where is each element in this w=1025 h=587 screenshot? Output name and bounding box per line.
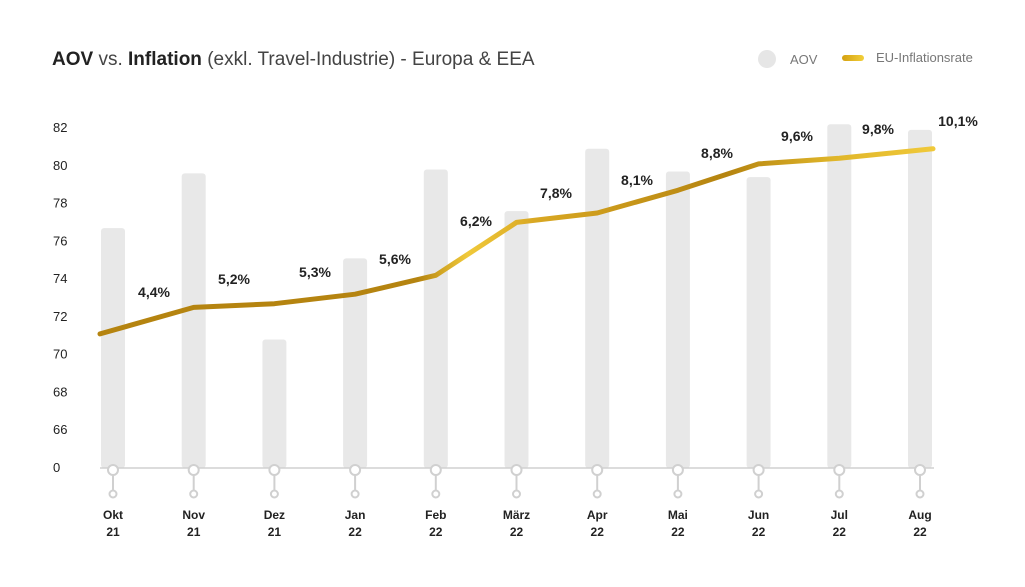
x-tick-marker [833,464,846,476]
x-tick-marker [914,464,926,476]
y-tick-label: 80 [53,158,67,173]
aov-bar [908,129,932,468]
x-tick-month: Feb [425,508,446,522]
x-tick-marker [752,464,765,476]
x-tick-marker [429,464,442,476]
x-tick-year: 22 [833,525,847,539]
inflation-data-label: 6,2% [460,213,492,229]
aov-bar [101,228,125,468]
x-tick-end [673,489,683,499]
x-tick-month: Jul [831,508,848,522]
legend-aov-swatch [758,50,776,68]
y-tick-label: 0 [53,460,60,475]
x-tick-month: Mai [668,508,688,522]
x-tick-year: 22 [510,525,524,539]
title-inflation: Inflation [128,49,202,70]
aov-bar [665,171,690,468]
title-aov: AOV [52,49,94,70]
x-tick-end [512,489,521,499]
x-tick-year: 22 [913,525,927,539]
y-tick-label: 74 [53,271,67,286]
x-tick-end [189,489,199,499]
aov-bar [746,177,771,468]
x-tick-end [834,489,844,499]
x-tick-marker [107,464,119,476]
inflation-data-label: 4,4% [138,284,170,300]
inflation-line [97,146,936,337]
inflation-data-label: 5,6% [379,251,411,267]
inflation-data-label: 5,3% [299,264,331,280]
aov-bar [585,148,610,468]
aov-bar [827,124,852,468]
x-tick-marker [187,464,200,476]
legend-inflation-label: EU-Inflationsrate [876,50,973,65]
y-tick-label: 72 [53,309,67,324]
x-tick-end [915,489,925,499]
inflation-data-label: 7,8% [540,185,572,201]
title-vs: vs. [93,49,129,70]
inflation-data-label: 5,2% [218,271,250,287]
y-tick-label: 70 [53,347,67,362]
x-tick-end [592,489,602,499]
inflation-data-label: 9,6% [781,128,813,144]
chart-title: AOV vs. Inflation (exkl. Travel-Industri… [52,49,535,71]
x-tick-year: 21 [106,525,120,539]
x-tick-marker [349,464,362,476]
x-tick-end [108,489,118,499]
x-tick-month: Jan [345,508,366,522]
x-tick-month: Aug [908,508,931,522]
x-tick-month: Nov [182,508,205,522]
aov-bar [423,169,448,469]
inflation-data-label: 8,8% [701,145,733,161]
legend-aov: AOV [758,50,817,68]
x-tick-month: März [503,508,530,522]
y-tick-label: 78 [53,196,67,211]
x-tick-year: 21 [187,525,201,539]
x-tick-year: 21 [268,525,282,539]
x-tick-end [269,489,279,499]
x-tick-year: 22 [429,525,443,539]
y-tick-label: 68 [53,384,67,399]
aov-bar [181,173,206,469]
x-tick-month: Okt [103,508,123,522]
x-tick-marker [671,464,684,476]
y-tick-label: 66 [53,422,67,437]
x-tick-month: Dez [264,508,285,522]
x-tick-marker [268,464,281,476]
x-tick-marker [510,464,523,476]
x-tick-month: Apr [587,508,608,522]
x-tick-month: Jun [748,508,769,522]
title-rest: (exkl. Travel-Industrie) - Europa & EEA [201,49,535,70]
x-tick-year: 22 [348,525,362,539]
legend-aov-label: AOV [790,51,818,67]
inflation-data-label: 9,8% [862,121,894,137]
x-tick-end [754,489,764,499]
y-tick-label: 82 [53,120,67,135]
legend-inflation-swatch [842,54,864,61]
y-tick-label: 76 [53,233,67,248]
x-tick-marker [591,464,604,476]
legend-inflation: EU-Inflationsrate [842,50,973,65]
aov-bar [504,211,529,468]
x-tick-end [431,489,441,499]
x-tick-end [350,489,360,499]
aov-bar [343,258,368,468]
x-tick-year: 22 [752,525,766,539]
aov-bar [262,339,287,468]
inflation-data-label: 10,1% [938,113,978,129]
x-tick-year: 22 [591,525,605,539]
x-tick-year: 22 [671,525,685,539]
inflation-data-label: 8,1% [621,172,653,188]
